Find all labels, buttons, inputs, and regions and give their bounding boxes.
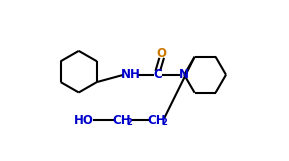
Text: HO: HO: [74, 114, 94, 127]
Text: 2: 2: [126, 118, 132, 127]
Text: C: C: [153, 68, 162, 81]
Text: CH: CH: [112, 114, 131, 127]
Text: O: O: [157, 47, 167, 60]
Text: NH: NH: [121, 68, 141, 81]
Text: 2: 2: [161, 118, 167, 127]
Text: CH: CH: [147, 114, 166, 127]
Text: N: N: [179, 68, 189, 81]
